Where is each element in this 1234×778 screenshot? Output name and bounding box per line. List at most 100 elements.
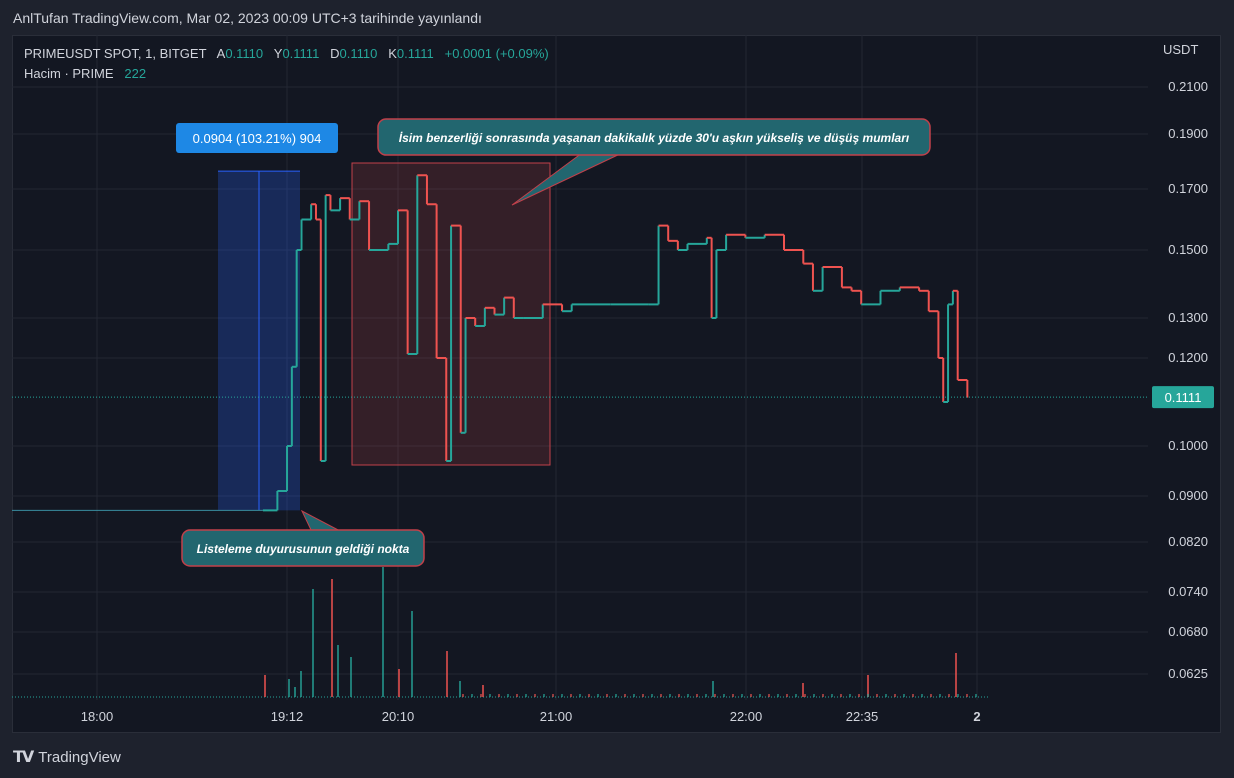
volume-bar <box>312 589 314 697</box>
volume-bar <box>802 683 804 697</box>
volume-bar <box>723 694 725 697</box>
volume-bar <box>660 694 662 697</box>
y-tick-label: 0.1700 <box>1168 181 1208 196</box>
candles <box>12 174 969 512</box>
volume-bar <box>741 694 743 697</box>
volume-bar <box>624 694 626 697</box>
volume-bar <box>561 694 563 697</box>
callout-box-bottom <box>181 529 425 567</box>
volume-bar <box>288 679 290 697</box>
price-axis: 0.2100 0.1900 0.1700 0.1500 0.1300 0.1200 0.10… <box>1168 79 1208 681</box>
close-value: 0.1111 <box>396 46 434 61</box>
brand-label: TradingView <box>38 748 121 766</box>
volume-bar <box>570 694 572 697</box>
volume-bar <box>411 611 413 697</box>
y-tick-label: 0.0820 <box>1168 534 1208 549</box>
low-label: D <box>330 46 340 61</box>
open-label: A <box>216 46 226 61</box>
high-label: Y <box>273 46 283 61</box>
last-price-value: 0.1111 <box>1165 390 1202 405</box>
volume-bar <box>498 694 500 697</box>
time-axis: 18:00 19:12 20:10 21:00 22:00 22:35 2 <box>81 709 981 724</box>
volume-bar <box>768 694 770 697</box>
volume-bars <box>12 567 988 698</box>
volume-bar <box>849 694 851 697</box>
volume-bar <box>696 694 698 697</box>
y-tick-label: 0.2100 <box>1168 79 1208 94</box>
volume-bar <box>804 694 806 697</box>
volume-label[interactable]: Hacim · PRIME <box>24 66 114 81</box>
volume-bar <box>678 694 680 697</box>
volume-bar <box>831 694 833 697</box>
volume-bar <box>651 694 653 697</box>
x-tick-label: 19:12 <box>271 709 304 724</box>
x-tick-label: 2 <box>973 709 980 724</box>
volume-bar <box>912 694 914 697</box>
volume-bar <box>337 645 339 697</box>
volume-bar <box>489 694 491 697</box>
y-tick-label: 0.1500 <box>1168 242 1208 257</box>
symbol-label[interactable]: PRIMEUSDT SPOT, 1, BITGET <box>24 46 207 61</box>
volume-bar <box>669 694 671 697</box>
volume-bar <box>350 657 352 697</box>
volume-bar <box>795 694 797 697</box>
volume-bar <box>471 694 473 697</box>
volume-bar <box>525 694 527 697</box>
volume-bar <box>642 694 644 697</box>
volume-bar <box>459 681 461 697</box>
open-value: 0.1110 <box>225 46 264 61</box>
volume-bar <box>939 694 941 697</box>
volume-bar <box>552 694 554 697</box>
y-tick-label: 0.0900 <box>1168 488 1208 503</box>
measure-range: 0.0904 (103.21%) 904 <box>176 123 338 511</box>
tradingview-logo[interactable]: 𝗧𝗩 TradingView <box>13 747 121 767</box>
volume-bar <box>858 694 860 697</box>
volume-bar <box>955 653 957 697</box>
volume-bar <box>606 694 608 697</box>
volume-bar <box>705 694 707 697</box>
chart-canvas[interactable]: 0.0904 (103.21%) 904 0.1111 0.2100 0.1900… <box>12 35 1221 733</box>
volume-bar <box>948 694 950 697</box>
volume-bar <box>966 694 968 697</box>
high-value: 0.1111 <box>282 46 320 61</box>
volume-bar <box>588 694 590 697</box>
volume-bar <box>543 694 545 697</box>
callout-text-bottom: Listeleme duyurusunun geldiği nokta <box>197 542 410 556</box>
callouts: İsim benzerliği sonrasında yaşanan dakik… <box>181 118 931 567</box>
y-tick-label: 0.0680 <box>1168 624 1208 639</box>
volume-bar <box>975 694 977 697</box>
volume-bar <box>382 567 384 697</box>
volume-bar <box>777 694 779 697</box>
volume-bar <box>813 694 815 697</box>
volume-bar <box>294 687 296 697</box>
volume-bar <box>516 694 518 697</box>
change-value: +0.0001 (+0.09%) <box>444 46 549 61</box>
y-tick-label: 0.1900 <box>1168 126 1208 141</box>
low-value: 0.1110 <box>339 46 378 61</box>
callout-box-top <box>377 118 931 156</box>
volume-bar <box>885 694 887 697</box>
volume-bar <box>446 651 448 697</box>
volume-bar <box>633 694 635 697</box>
last-price-line: 0.1111 <box>12 386 1214 409</box>
volume-bar <box>759 694 761 697</box>
close-label: K <box>388 46 397 61</box>
volume-bar <box>687 694 689 697</box>
volume-value: 222 <box>124 66 147 81</box>
measure-label: 0.0904 (103.21%) 904 <box>193 131 322 146</box>
callout-pointer-bottom <box>300 509 343 533</box>
volume-bar <box>482 685 484 697</box>
y-tick-label: 0.1200 <box>1168 350 1208 365</box>
volume-bar <box>867 675 869 697</box>
volume-bar <box>840 694 842 697</box>
x-tick-label: 18:00 <box>81 709 114 724</box>
volume-bar <box>750 694 752 697</box>
volume-bar <box>300 671 302 697</box>
volume-bar <box>398 669 400 697</box>
volume-bar <box>876 694 878 697</box>
volume-bar <box>822 694 824 697</box>
volume-bar <box>480 694 482 697</box>
volume-bar <box>903 694 905 697</box>
volume-bar <box>462 694 464 697</box>
y-tick-label: 0.1300 <box>1168 310 1208 325</box>
